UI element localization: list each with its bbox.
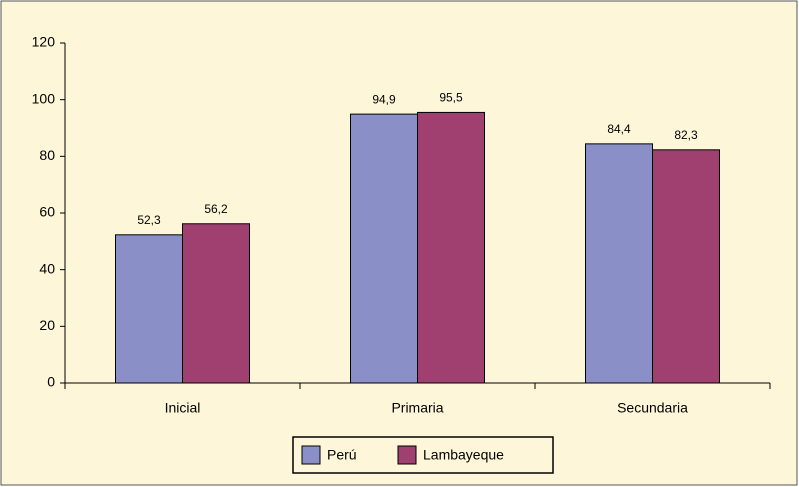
legend-label: Lambayeque: [423, 447, 504, 463]
value-label: 82,3: [674, 128, 698, 142]
value-label: 56,2: [204, 202, 228, 216]
y-tick-label: 80: [39, 147, 55, 163]
bar: [417, 111, 485, 384]
y-tick-label: 60: [39, 204, 55, 220]
legend-box: [292, 436, 554, 474]
x-tick-label: Inicial: [165, 400, 201, 416]
legend-swatch: [397, 445, 417, 465]
bar: [182, 223, 250, 384]
y-tick-label: 100: [32, 90, 56, 106]
legend-swatch: [301, 445, 321, 465]
y-tick-label: 40: [39, 260, 55, 276]
value-label: 84,4: [607, 122, 631, 136]
y-tick-label: 20: [39, 317, 55, 333]
y-tick-label: 0: [47, 374, 55, 390]
legend: Perú Lambayeque: [292, 436, 554, 474]
bar: [350, 113, 418, 384]
value-label: 52,3: [137, 213, 161, 227]
bar: [585, 143, 653, 384]
x-tick-label: Secundaria: [617, 400, 688, 416]
value-label: 94,9: [372, 92, 396, 106]
x-tick-label: Primaria: [391, 400, 443, 416]
legend-label: Perú: [327, 447, 357, 463]
bar: [652, 149, 720, 384]
y-tick-label: 120: [32, 34, 56, 50]
bar: [115, 234, 183, 384]
value-label: 95,5: [439, 91, 463, 105]
